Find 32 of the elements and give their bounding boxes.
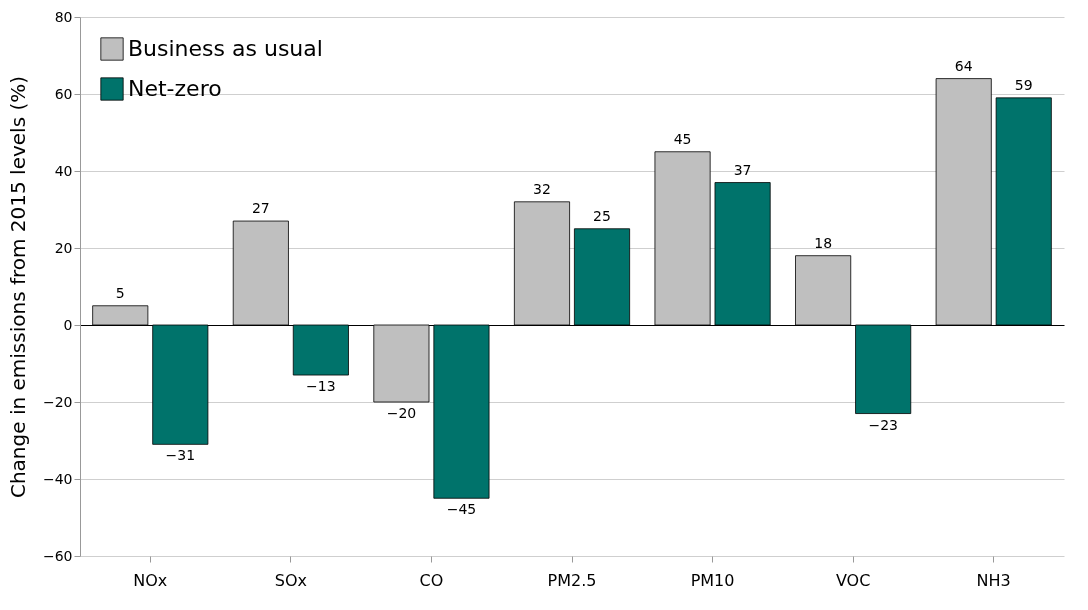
data-label: 64 [954,57,973,74]
data-label: 37 [733,161,752,178]
x-tick-label: NH3 [976,570,1011,590]
data-label: 18 [814,234,833,251]
x-tick-label: VOC [835,570,871,590]
legend-label: Net-zero [128,76,222,101]
data-label: −45 [446,501,477,518]
y-tick-label: 80 [54,8,73,25]
data-label: 25 [593,207,611,224]
y-tick-label: 0 [63,316,73,333]
y-tick-label: −60 [42,547,73,564]
data-label: 5 [115,284,125,301]
x-tick-label: SOx [274,570,307,590]
y-tick-label: 20 [54,239,73,256]
y-tick-label: 40 [54,162,73,179]
data-label: 59 [1014,76,1033,93]
data-label: −20 [386,405,417,421]
data-label: −31 [165,447,196,464]
data-label: 45 [673,130,692,147]
y-axis-title: Change in emissions from 2015 levels (%) [5,75,30,499]
x-tick-label: PM10 [690,570,735,590]
y-tick-label: −40 [42,470,73,487]
x-tick-label: NOx [133,570,168,590]
data-label: −13 [306,378,336,395]
x-tick-label: CO [419,570,444,590]
data-label: 27 [251,200,270,217]
legend-label: Business as usual [128,36,323,61]
data-label: 32 [533,180,551,197]
data-label: −23 [868,416,898,433]
y-tick-label: −20 [42,393,73,410]
y-tick-label: 60 [54,85,73,102]
x-tick-label: PM2.5 [547,570,597,590]
